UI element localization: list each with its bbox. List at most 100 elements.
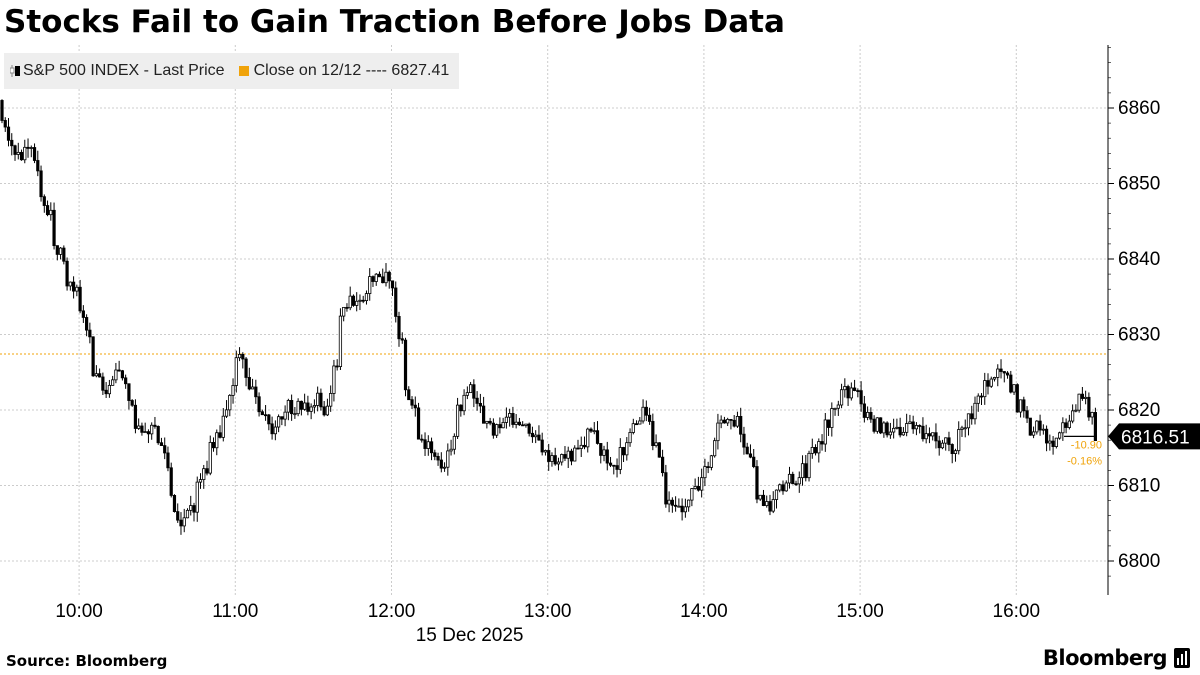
candle-body <box>898 426 902 436</box>
legend-reference: Close on 12/12 ---- 6827.41 <box>238 62 449 80</box>
candle <box>58 247 63 260</box>
candle-body <box>852 387 857 391</box>
candle-body <box>748 453 753 458</box>
candle <box>182 508 186 533</box>
candle-body <box>286 400 290 413</box>
candle <box>931 432 935 441</box>
candle-body <box>1084 396 1088 399</box>
candle <box>934 423 938 449</box>
candle-body <box>612 464 616 467</box>
candle <box>267 413 271 431</box>
candle <box>195 476 199 522</box>
candle <box>280 416 284 426</box>
candle-body <box>703 466 707 479</box>
candle-body <box>91 336 95 377</box>
candle-body <box>927 433 932 437</box>
candle <box>316 386 320 412</box>
candle <box>150 422 154 440</box>
candle-body <box>1044 428 1049 444</box>
candle <box>23 139 27 164</box>
candle <box>713 437 717 458</box>
candle-body <box>423 439 427 449</box>
candle-body <box>120 370 125 379</box>
candle-body <box>400 338 404 341</box>
candle-body <box>680 505 684 513</box>
candle <box>866 406 870 421</box>
candle <box>950 443 954 464</box>
candle-body <box>576 447 580 450</box>
candle-body <box>618 447 622 470</box>
candle <box>237 347 242 362</box>
candle-body <box>137 425 141 429</box>
candle <box>1025 406 1029 423</box>
candle <box>1031 426 1036 439</box>
candle-body <box>189 505 193 511</box>
candle <box>303 393 307 411</box>
candle <box>277 414 281 433</box>
candle-body <box>413 404 417 409</box>
candle <box>595 421 600 445</box>
candle <box>755 460 759 504</box>
candle-body <box>179 519 183 527</box>
candle-body <box>16 151 20 155</box>
candle <box>13 144 17 161</box>
candle <box>944 437 948 451</box>
candle-body <box>485 420 489 424</box>
candle-body <box>62 247 66 262</box>
candle-body <box>608 462 613 466</box>
candle-body <box>1087 396 1091 418</box>
candle-body <box>742 433 746 448</box>
candle <box>55 245 59 261</box>
candle-body <box>654 442 658 446</box>
candle-body <box>172 495 177 512</box>
candle-body <box>957 429 961 452</box>
candle-body <box>1025 410 1029 419</box>
candle <box>716 413 720 450</box>
candle-body <box>615 465 619 470</box>
candle <box>309 403 313 420</box>
candle <box>416 402 421 440</box>
candle-body <box>224 409 229 417</box>
candle-body <box>530 432 535 438</box>
change-value: -10.90 <box>1071 439 1102 451</box>
candle-body <box>735 415 740 427</box>
candle-body <box>950 444 954 455</box>
candle <box>914 422 919 436</box>
candle <box>657 442 661 458</box>
candle <box>911 415 915 434</box>
candle-body <box>449 448 453 452</box>
candle <box>98 368 102 378</box>
candle <box>634 420 639 426</box>
candle-body <box>862 403 866 418</box>
candle <box>901 427 906 436</box>
candle-body <box>390 280 395 289</box>
candle <box>852 379 857 392</box>
candle-body <box>32 147 37 161</box>
candle <box>176 503 180 523</box>
candle <box>286 398 290 421</box>
candle <box>927 427 932 444</box>
candle-body <box>465 392 469 396</box>
candle-body <box>228 394 232 411</box>
candle <box>534 430 538 444</box>
candle <box>192 502 196 522</box>
y-axis-ticks: 6800 6810 6820 6830 6840 6850 6860 <box>1108 47 1160 577</box>
candle <box>49 202 53 221</box>
candle-body <box>407 389 411 401</box>
candle <box>384 263 388 287</box>
candle <box>329 385 333 412</box>
candle-body <box>257 396 261 413</box>
candle <box>78 279 82 314</box>
candle-body <box>807 452 811 479</box>
candle-body <box>947 437 951 445</box>
candle-body <box>482 405 486 424</box>
candle <box>732 415 736 428</box>
candle-body <box>312 405 317 408</box>
candle-body <box>420 438 424 441</box>
candle-body <box>58 247 63 255</box>
candle <box>983 372 987 405</box>
candle <box>68 281 72 291</box>
candle-body <box>569 450 574 462</box>
candle <box>908 414 912 425</box>
candle <box>745 442 749 455</box>
